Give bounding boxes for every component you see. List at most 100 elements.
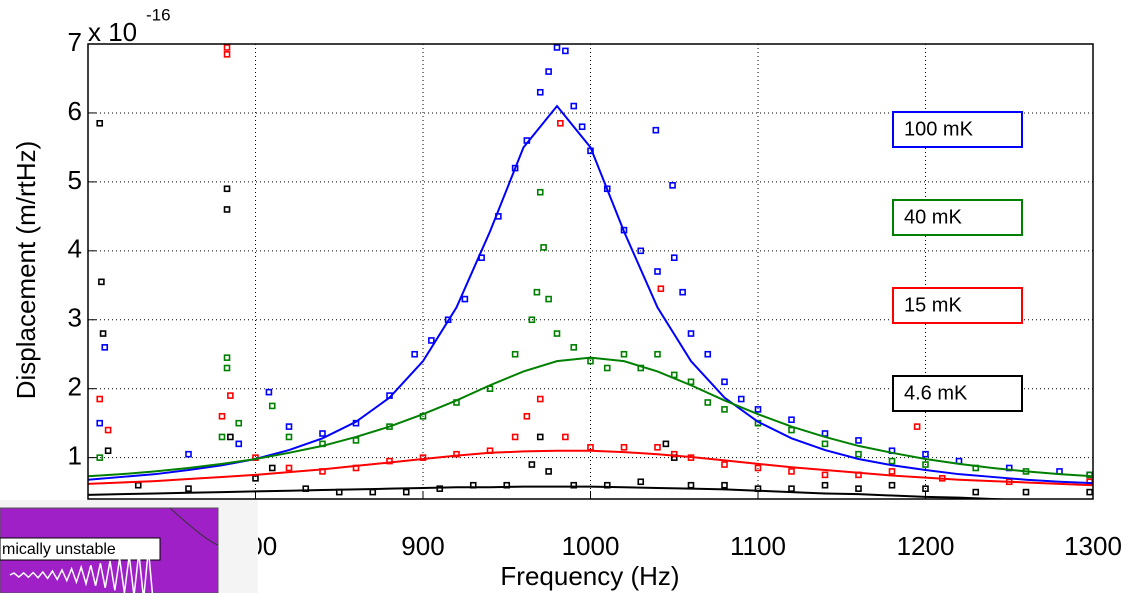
point (428, 337, 435, 344)
point (96, 395, 104, 403)
point (721, 378, 728, 386)
point (98, 278, 105, 286)
point (99, 330, 107, 337)
point (285, 423, 293, 430)
plot-frame (87, 43, 1094, 500)
point (528, 316, 536, 324)
point (553, 330, 561, 337)
point (721, 406, 728, 413)
legend-box (892, 287, 1023, 324)
point (657, 285, 665, 293)
y-tick-label: 4 (68, 234, 82, 264)
point (268, 464, 276, 472)
point (545, 295, 552, 303)
point (637, 247, 645, 255)
point (754, 464, 762, 472)
y-scale-base: x 10 (88, 17, 137, 47)
point (536, 395, 544, 403)
point (687, 330, 695, 337)
point (369, 488, 377, 496)
point (922, 485, 929, 492)
point (536, 188, 544, 196)
point (227, 433, 234, 441)
point (386, 457, 393, 465)
legend-label: 40 mK (904, 206, 962, 228)
point (553, 44, 561, 51)
point (654, 350, 661, 358)
legend-label: 100 mK (904, 118, 974, 140)
point (578, 123, 586, 131)
y-tick-label: 1 (68, 441, 82, 471)
point (223, 51, 231, 58)
point (821, 440, 829, 448)
inset-wave (9, 549, 154, 593)
point (654, 268, 661, 275)
point (523, 412, 531, 420)
point (533, 288, 541, 296)
x-tick-label: 1300 (1064, 531, 1122, 561)
point (536, 433, 544, 441)
point (104, 426, 112, 434)
x-tick-label: 900 (401, 531, 444, 561)
point (540, 244, 547, 251)
legend-box (892, 375, 1023, 412)
point (570, 481, 578, 489)
point (101, 344, 109, 351)
point (669, 182, 676, 189)
point (821, 430, 829, 437)
point (670, 450, 678, 458)
plot-area (88, 44, 1093, 499)
point (223, 354, 231, 361)
point (821, 471, 829, 479)
point (922, 461, 929, 468)
point (185, 450, 192, 458)
point (721, 461, 728, 468)
point (687, 481, 695, 489)
point (285, 464, 293, 472)
point (104, 447, 112, 455)
point (96, 419, 104, 427)
point (453, 450, 460, 458)
point (913, 423, 921, 430)
point (654, 443, 661, 451)
point (620, 350, 628, 358)
point (319, 430, 326, 437)
point (562, 433, 569, 441)
fit-line (88, 485, 1017, 499)
point (652, 126, 660, 134)
point (788, 485, 795, 492)
x-tick-label: 1200 (897, 531, 955, 561)
point (536, 88, 544, 96)
point (252, 475, 259, 482)
point (855, 450, 862, 458)
point (620, 443, 628, 451)
point (545, 68, 552, 75)
point (235, 440, 243, 448)
point (788, 416, 795, 424)
point (402, 488, 410, 496)
fit-line (88, 356, 1093, 478)
point (1022, 488, 1030, 496)
point (637, 478, 645, 486)
fit-line (88, 449, 1093, 487)
point (679, 288, 686, 296)
point (704, 350, 712, 358)
point (754, 406, 762, 413)
inset-curve (169, 507, 219, 546)
point (461, 295, 469, 303)
point (922, 450, 929, 458)
point (185, 485, 192, 492)
point (888, 468, 896, 475)
point (223, 185, 231, 193)
legend-label: 15 mK (904, 294, 962, 316)
point (855, 437, 862, 444)
point (545, 468, 552, 475)
point (227, 392, 234, 399)
legend-box (892, 199, 1023, 236)
point (587, 443, 594, 451)
inset-label: mically unstable (2, 541, 116, 558)
point (662, 440, 670, 448)
y-tick-label: 6 (68, 96, 82, 126)
point (285, 433, 293, 441)
point (562, 47, 569, 55)
